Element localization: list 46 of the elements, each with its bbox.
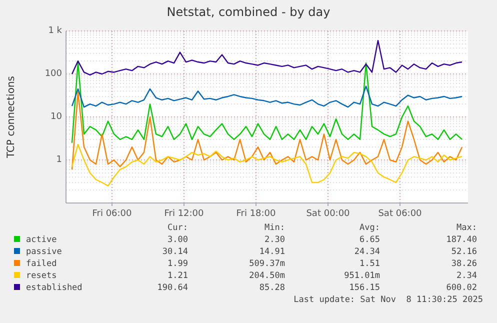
x-tick-label: Sat 00:00 (306, 209, 350, 219)
text: 600.02 (446, 283, 477, 293)
text: Last update: Sat Nov 8 11:30:25 2025 (294, 295, 483, 305)
text: 52.16 (451, 247, 477, 257)
text: 6.65 (360, 235, 380, 245)
text: 156.15 (349, 283, 380, 293)
chart-title: Netstat, combined - by day (166, 5, 330, 19)
legend-label: passive (26, 247, 62, 257)
y-tick-label: 1 k (48, 26, 63, 36)
legend-label: established (26, 283, 82, 293)
text: 1.99 (168, 259, 188, 269)
y-tick-label: 10 (50, 112, 62, 122)
text: Cur: (168, 223, 188, 233)
text: 85.28 (259, 283, 285, 293)
line-series (71, 62, 463, 144)
line-series (71, 91, 463, 170)
text: 509.37m (249, 259, 285, 269)
legend-label: active (26, 235, 57, 245)
y-tick-label: 1 (56, 155, 62, 165)
text: 204.50m (249, 271, 285, 281)
x-tick-label: Fri 18:00 (236, 209, 276, 219)
text: 38.26 (451, 259, 477, 269)
text: 30.14 (162, 247, 188, 257)
text: Min: (264, 223, 285, 233)
y-axis-title: TCP connections (6, 76, 17, 160)
text: 187.40 (446, 235, 477, 245)
legend-label: failed (26, 259, 57, 269)
line-series (71, 86, 463, 108)
text: 24.34 (354, 247, 380, 257)
line-series (71, 144, 463, 186)
x-tick-label: Fri 12:00 (164, 209, 204, 219)
y-tick-label: 100 (44, 69, 62, 79)
text: 3.00 (168, 235, 188, 245)
line-series (71, 40, 463, 76)
text: 1.21 (168, 271, 188, 281)
text: 190.64 (157, 283, 188, 293)
legend-label: resets (26, 271, 57, 281)
x-tick-label: Sat 06:00 (378, 209, 422, 219)
text: Max: (456, 223, 477, 233)
text: 2.30 (264, 235, 285, 245)
text: Avg: (360, 223, 380, 233)
text: 951.01m (344, 271, 380, 281)
text: 1.51 (360, 259, 380, 269)
text: 2.34 (456, 271, 477, 281)
x-tick-label: Fri 06:00 (92, 209, 132, 219)
text: 14.91 (259, 247, 285, 257)
